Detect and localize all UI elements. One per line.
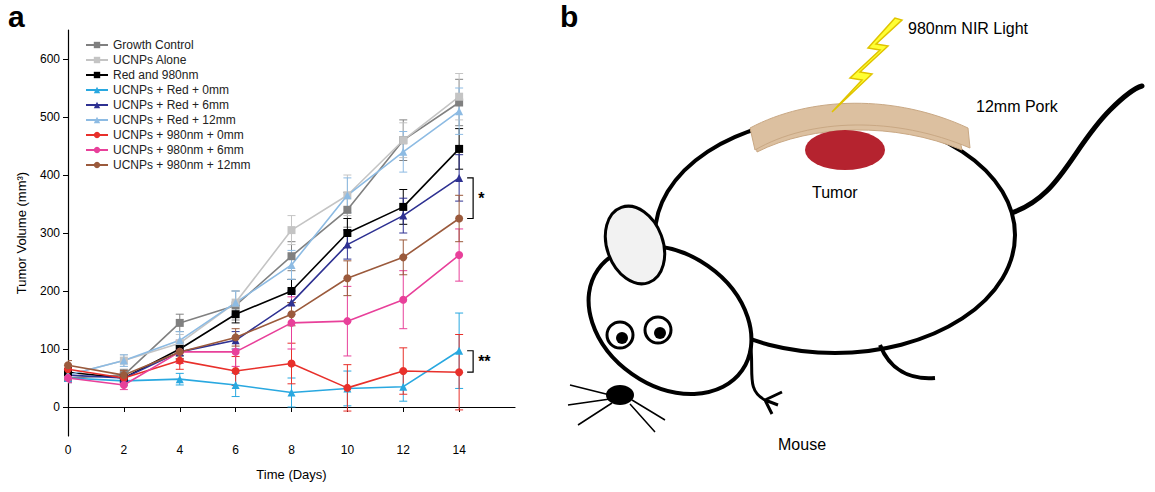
svg-text:Mouse: Mouse: [778, 436, 826, 453]
svg-text:980nm NIR Light: 980nm NIR Light: [908, 20, 1029, 37]
svg-text:UCNPs + 980nm + 0mm: UCNPs + 980nm + 0mm: [113, 128, 244, 142]
svg-text:12mm Pork: 12mm Pork: [976, 98, 1059, 115]
svg-text:6: 6: [232, 443, 239, 457]
svg-text:2: 2: [121, 443, 128, 457]
svg-text:UCNPs Alone: UCNPs Alone: [113, 53, 187, 67]
svg-text:600: 600: [40, 52, 60, 66]
svg-text:0: 0: [53, 400, 60, 414]
svg-text:UCNPs + Red + 6mm: UCNPs + Red + 6mm: [113, 98, 229, 112]
svg-text:500: 500: [40, 110, 60, 124]
svg-text:UCNPs + 980nm + 12mm: UCNPs + 980nm + 12mm: [113, 158, 250, 172]
svg-text:**: **: [478, 353, 491, 370]
svg-text:UCNPs + Red + 0mm: UCNPs + Red + 0mm: [113, 83, 229, 97]
svg-text:Growth Control: Growth Control: [113, 38, 194, 52]
svg-text:4: 4: [176, 443, 183, 457]
svg-text:UCNPs + 980nm + 6mm: UCNPs + 980nm + 6mm: [113, 143, 244, 157]
svg-text:100: 100: [40, 342, 60, 356]
svg-text:8: 8: [288, 443, 295, 457]
html-text:a: a: [8, 0, 25, 33]
svg-text:*: *: [478, 190, 485, 207]
svg-text:Red and 980nm: Red and 980nm: [113, 68, 198, 82]
svg-text:200: 200: [40, 284, 60, 298]
html-text:b: b: [560, 0, 579, 33]
svg-text:400: 400: [40, 168, 60, 182]
svg-text:14: 14: [452, 443, 466, 457]
svg-text:0: 0: [65, 443, 72, 457]
svg-text:UCNPs + Red + 12mm: UCNPs + Red + 12mm: [113, 113, 236, 127]
svg-text:12: 12: [397, 443, 411, 457]
svg-text:Time (Days): Time (Days): [256, 467, 326, 482]
svg-text:300: 300: [40, 226, 60, 240]
svg-text:Tumor Volume (mm³): Tumor Volume (mm³): [14, 172, 29, 294]
svg-text:Tumor: Tumor: [812, 184, 858, 201]
svg-text:10: 10: [341, 443, 355, 457]
